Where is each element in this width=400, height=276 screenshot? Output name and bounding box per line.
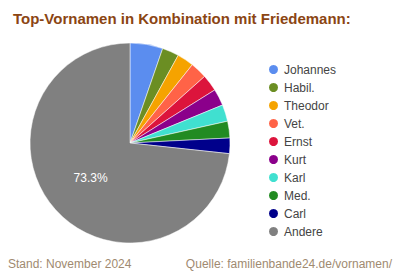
- svg-text:Habil.: Habil.: [284, 81, 315, 95]
- svg-text:Stand: November 2024: Stand: November 2024: [8, 257, 132, 271]
- svg-text:Andere: Andere: [284, 225, 323, 239]
- svg-text:Johannes: Johannes: [284, 63, 336, 77]
- svg-text:Top-Vornamen in Kombination mi: Top-Vornamen in Kombination mit Friedema…: [13, 10, 351, 27]
- svg-text:Karl: Karl: [284, 171, 305, 185]
- svg-text:Quelle: familienbande24.de/vor: Quelle: familienbande24.de/vornamen/: [186, 257, 393, 271]
- svg-text:Theodor: Theodor: [284, 99, 329, 113]
- svg-text:Ernst: Ernst: [284, 135, 313, 149]
- svg-text:Med.: Med.: [284, 189, 311, 203]
- svg-text:Carl: Carl: [284, 207, 306, 221]
- svg-text:Kurt: Kurt: [284, 153, 307, 167]
- svg-text:Vet.: Vet.: [284, 117, 305, 131]
- svg-text:73.3%: 73.3%: [74, 171, 108, 185]
